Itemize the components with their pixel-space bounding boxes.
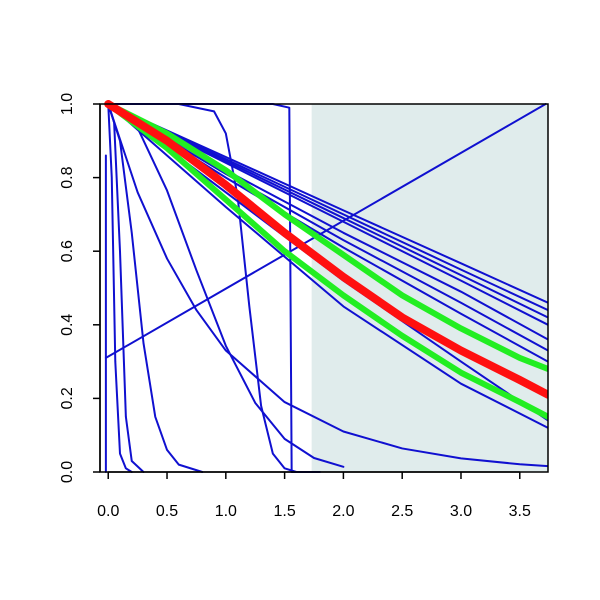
data-line <box>107 103 548 312</box>
x-tick-label: 1.5 <box>273 503 295 520</box>
data-line <box>105 101 548 372</box>
y-tick-label: 0.2 <box>59 387 76 409</box>
x-tick-label: 2.0 <box>332 503 354 520</box>
y-tick-label: 0.6 <box>59 240 76 262</box>
data-line <box>107 103 548 319</box>
x-tick-label: 0.0 <box>97 503 119 520</box>
x-tick-label: 3.5 <box>509 503 531 520</box>
data-line <box>107 103 204 473</box>
data-line <box>107 103 145 473</box>
data-line <box>107 103 321 473</box>
shaded-region <box>311 104 548 472</box>
data-line <box>107 103 298 473</box>
y-tick-label: 0.0 <box>59 461 76 483</box>
data-line <box>107 103 548 429</box>
plot-background <box>311 104 548 472</box>
data-line <box>105 101 548 420</box>
data-line <box>107 103 548 468</box>
data-line <box>107 103 548 304</box>
data-line <box>104 103 547 359</box>
x-tick-label: 1.0 <box>215 503 237 520</box>
axes: 0.0 0.2 0.4 0.6 0.8 1.0 0.0 0.5 1.0 1.5 2.0 2.5 3.0 3… <box>59 93 531 520</box>
data-line <box>104 100 548 399</box>
y-tick-label: 1.0 <box>59 93 76 115</box>
plot-lines <box>104 100 548 473</box>
data-line <box>107 103 345 468</box>
data-line <box>107 103 133 473</box>
y-tick-label: 0.8 <box>59 166 76 188</box>
x-tick-label: 3.0 <box>450 503 472 520</box>
x-tick-label: 0.5 <box>156 503 178 520</box>
y-tick-label: 0.4 <box>59 314 76 336</box>
x-tick-label: 2.5 <box>391 503 413 520</box>
